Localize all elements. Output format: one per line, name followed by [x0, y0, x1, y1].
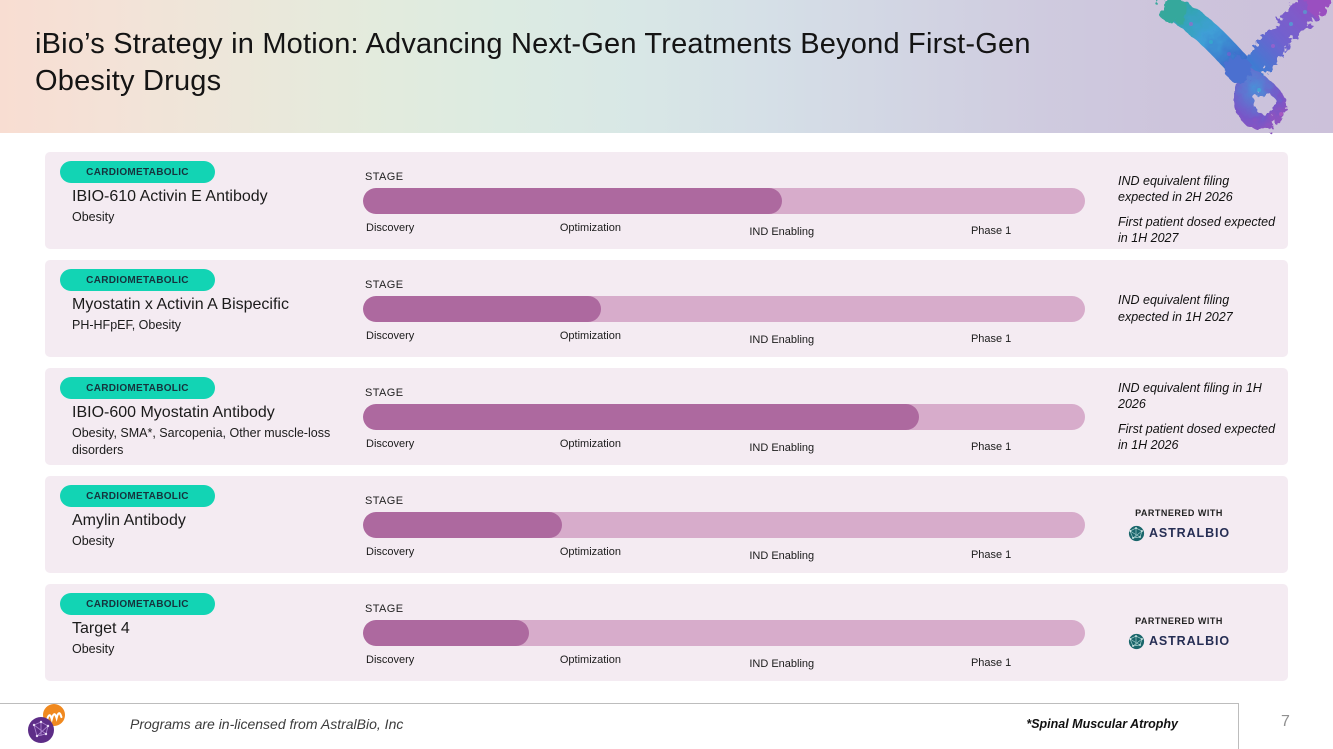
tick-optimization: Optimization: [559, 222, 621, 234]
program-name: Amylin Antibody: [72, 512, 186, 529]
partnered-with-label: PARTNERED WITH: [1135, 507, 1223, 518]
milestone-item: First patient dosed expected in 1H 2027: [1118, 214, 1276, 246]
pipeline-row-ibio-600: CARDIOMETABOLIC IBIO-600 Myostatin Antib…: [45, 368, 1288, 465]
stage-track: [363, 404, 1085, 430]
stage-ticks: Discovery Optimization IND Enabling Phas…: [363, 438, 1085, 458]
category-badge: CARDIOMETABOLIC: [60, 593, 215, 615]
program-indications: Obesity, SMA*, Sarcopenia, Other muscle-…: [72, 426, 331, 457]
tick-ind-enabling: IND Enabling: [749, 334, 815, 346]
header-gradient-band: iBio’s Strategy in Motion: Advancing Nex…: [0, 0, 1333, 133]
pipeline-row-amylin-antibody: CARDIOMETABOLIC Amylin Antibody Obesity …: [45, 476, 1288, 573]
stage-section: STAGE Discovery Optimization IND Enablin…: [363, 368, 1085, 465]
footer-divider-line: [0, 703, 1238, 704]
tick-phase-1: Phase 1: [970, 657, 1012, 669]
pipeline-table: CARDIOMETABOLIC IBIO-610 Activin E Antib…: [45, 152, 1288, 692]
tick-phase-1: Phase 1: [970, 441, 1012, 453]
page-number: 7: [1281, 713, 1290, 730]
milestones-cell: IND equivalent filing in 1H 2026 First p…: [1118, 368, 1280, 465]
page-title: iBio’s Strategy in Motion: Advancing Nex…: [35, 26, 1165, 100]
title-line-1: iBio’s Strategy in Motion: Advancing Nex…: [35, 28, 1031, 60]
tick-discovery: Discovery: [366, 438, 415, 450]
milestones-cell: IND equivalent filing expected in 1H 202…: [1118, 260, 1280, 357]
stage-ticks: Discovery Optimization IND Enabling Phas…: [363, 546, 1085, 566]
tick-discovery: Discovery: [366, 654, 415, 666]
tick-discovery: Discovery: [366, 546, 415, 558]
program-name: Target 4: [72, 620, 130, 637]
stage-ticks: Discovery Optimization IND Enabling Phas…: [363, 222, 1085, 242]
tick-optimization: Optimization: [559, 546, 621, 558]
astralbio-logo: ASTRALBIO: [1128, 525, 1230, 542]
stage-label: STAGE: [365, 171, 404, 183]
astralbio-wordmark: ASTRALBIO: [1148, 526, 1230, 540]
milestone-item: First patient dosed expected in 1H 2026: [1118, 421, 1276, 453]
antibody-speckle: [1189, 10, 1307, 116]
category-badge: CARDIOMETABOLIC: [60, 485, 215, 507]
program-name: IBIO-610 Activin E Antibody: [72, 188, 268, 205]
antibody-molecule-image: [1159, 0, 1331, 129]
stage-track: [363, 188, 1085, 214]
stage-progress-bar: [363, 620, 530, 646]
stage-progress-bar: [363, 188, 782, 214]
license-note: Programs are in-licensed from AstralBio,…: [130, 716, 404, 732]
category-badge: CARDIOMETABOLIC: [60, 269, 215, 291]
stage-section: STAGE Discovery Optimization IND Enablin…: [363, 260, 1085, 357]
program-indications: PH-HFpEF, Obesity: [72, 318, 182, 332]
tick-ind-enabling: IND Enabling: [749, 658, 815, 670]
stage-section: STAGE Discovery Optimization IND Enablin…: [363, 584, 1085, 681]
tick-optimization: Optimization: [559, 438, 621, 450]
stage-label: STAGE: [365, 495, 404, 507]
ibio-logo: [28, 704, 65, 743]
stage-track: [363, 512, 1085, 538]
stage-ticks: Discovery Optimization IND Enabling Phas…: [363, 330, 1085, 350]
stage-section: STAGE Discovery Optimization IND Enablin…: [363, 152, 1085, 249]
stage-track: [363, 296, 1085, 322]
partner-cell: PARTNERED WITH ASTRALBIO: [1093, 584, 1265, 681]
program-indications: Obesity: [72, 210, 115, 224]
astralbio-globe-icon: [1128, 525, 1145, 541]
astralbio-globe-icon: [1128, 633, 1145, 649]
milestone-item: IND equivalent filing expected in 2H 202…: [1118, 173, 1233, 205]
tick-ind-enabling: IND Enabling: [749, 226, 815, 238]
tick-discovery: Discovery: [366, 330, 415, 342]
tick-optimization: Optimization: [559, 330, 621, 342]
tick-ind-enabling: IND Enabling: [749, 550, 815, 562]
astralbio-wordmark: ASTRALBIO: [1148, 634, 1230, 648]
milestone-item: IND equivalent filing in 1H 2026: [1118, 380, 1262, 412]
program-name: Myostatin x Activin A Bispecific: [72, 296, 289, 313]
stage-label: STAGE: [365, 603, 404, 615]
tick-optimization: Optimization: [559, 654, 621, 666]
stage-progress-bar: [363, 404, 919, 430]
program-indications: Obesity: [72, 534, 115, 548]
tick-phase-1: Phase 1: [970, 333, 1012, 345]
stage-ticks: Discovery Optimization IND Enabling Phas…: [363, 654, 1085, 674]
tick-phase-1: Phase 1: [970, 549, 1012, 561]
program-name: IBIO-600 Myostatin Antibody: [72, 404, 275, 421]
stage-label: STAGE: [365, 279, 404, 291]
title-line-2: Obesity Drugs: [35, 65, 222, 97]
category-badge: CARDIOMETABOLIC: [60, 161, 215, 183]
stage-section: STAGE Discovery Optimization IND Enablin…: [363, 476, 1085, 573]
footer-vertical-divider: [1238, 703, 1239, 749]
tick-discovery: Discovery: [366, 222, 415, 234]
milestone-item: IND equivalent filing expected in 1H 202…: [1118, 293, 1233, 324]
stage-label: STAGE: [365, 387, 404, 399]
partner-cell: PARTNERED WITH ASTRALBIO: [1093, 476, 1265, 573]
sma-footnote: *Spinal Muscular Atrophy: [1026, 717, 1178, 731]
stage-progress-bar: [363, 512, 562, 538]
astralbio-logo: ASTRALBIO: [1128, 633, 1230, 650]
tick-phase-1: Phase 1: [970, 225, 1012, 237]
pipeline-row-myostatin-activin-bispecific: CARDIOMETABOLIC Myostatin x Activin A Bi…: [45, 260, 1288, 357]
milestones-cell: IND equivalent filing expected in 2H 202…: [1118, 152, 1280, 249]
partnered-with-label: PARTNERED WITH: [1135, 615, 1223, 626]
stage-progress-bar: [363, 296, 602, 322]
pipeline-row-target-4: CARDIOMETABOLIC Target 4 Obesity STAGE D…: [45, 584, 1288, 681]
program-indications: Obesity: [72, 642, 115, 656]
stage-track: [363, 620, 1085, 646]
pipeline-row-ibio-610: CARDIOMETABOLIC IBIO-610 Activin E Antib…: [45, 152, 1288, 249]
tick-ind-enabling: IND Enabling: [749, 442, 815, 454]
category-badge: CARDIOMETABOLIC: [60, 377, 215, 399]
